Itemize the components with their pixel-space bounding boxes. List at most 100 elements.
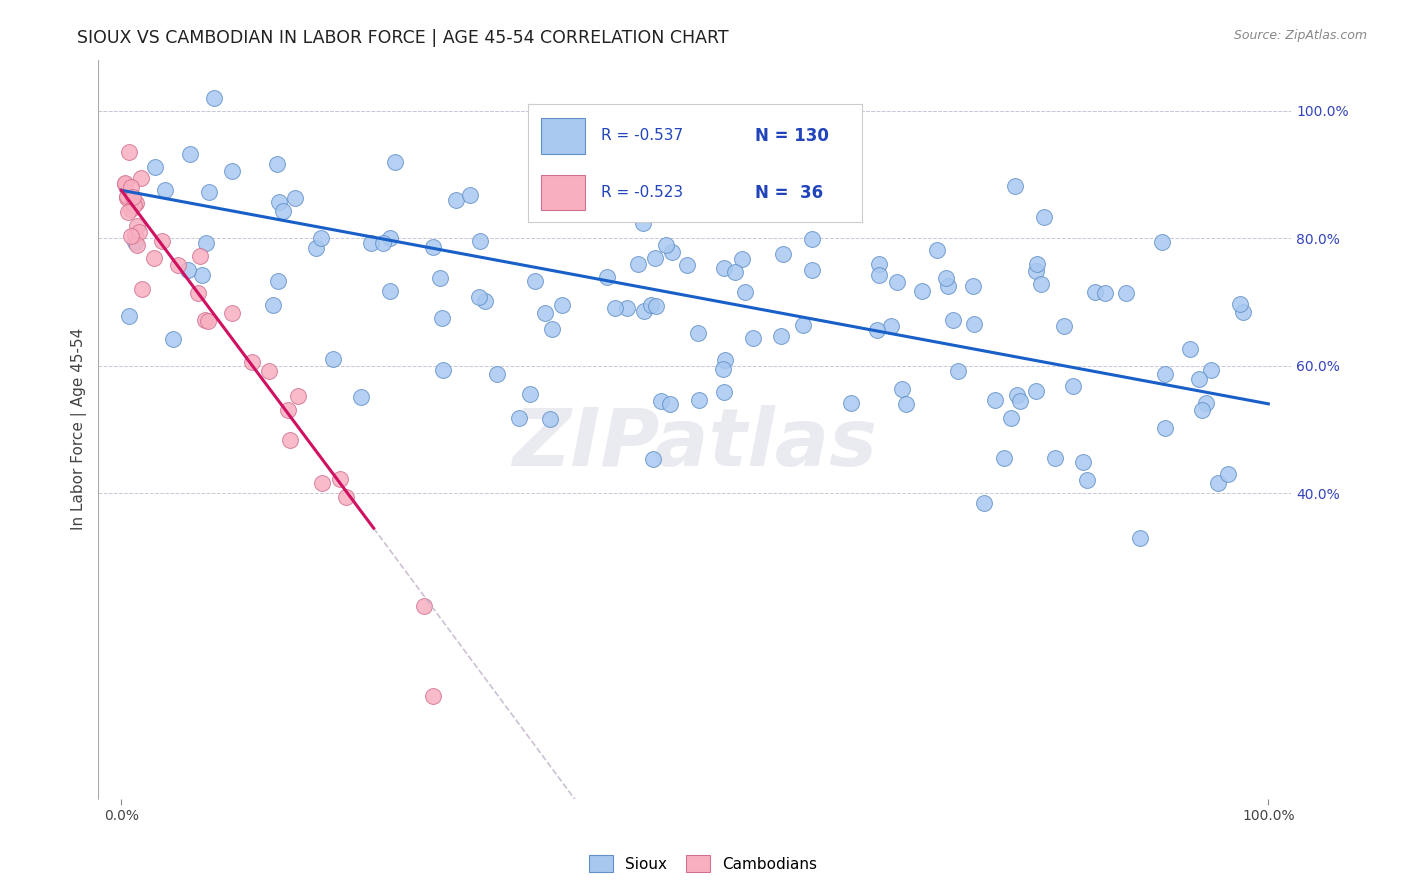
Point <box>655 238 678 252</box>
Point <box>1178 342 1201 356</box>
Point <box>724 265 747 279</box>
Point <box>1029 277 1052 291</box>
Point <box>640 298 662 312</box>
Point <box>430 311 453 326</box>
Point <box>810 169 832 184</box>
Point <box>742 331 765 345</box>
Point <box>1232 304 1254 318</box>
Point <box>935 271 957 285</box>
Point <box>644 299 666 313</box>
Point <box>120 229 142 244</box>
Point <box>120 180 142 194</box>
Point <box>714 353 737 368</box>
Point <box>541 322 564 336</box>
Point <box>378 285 401 299</box>
Point <box>131 170 153 185</box>
Point <box>360 235 382 250</box>
Point <box>644 251 666 265</box>
Point <box>1025 384 1047 398</box>
Point <box>984 393 1007 408</box>
Point <box>641 452 664 467</box>
Point <box>197 313 219 327</box>
Point <box>1154 367 1177 381</box>
Point <box>1218 467 1240 482</box>
Point <box>1005 388 1028 402</box>
Point <box>124 228 146 243</box>
Point <box>616 301 638 316</box>
Point <box>335 491 357 505</box>
Y-axis label: In Labor Force | Age 45-54: In Labor Force | Age 45-54 <box>72 328 87 531</box>
Point <box>221 164 243 178</box>
Point <box>1084 285 1107 299</box>
Point <box>322 351 344 366</box>
Point <box>266 157 288 171</box>
Point <box>309 231 332 245</box>
Point <box>267 195 290 210</box>
Point <box>350 390 373 404</box>
Point <box>1201 362 1223 376</box>
Point <box>198 185 221 199</box>
Point <box>800 262 823 277</box>
Point <box>631 216 654 230</box>
Point <box>122 190 145 204</box>
Point <box>422 690 444 704</box>
Point <box>633 304 655 318</box>
Point <box>686 326 709 340</box>
Point <box>120 202 142 217</box>
Point <box>458 187 481 202</box>
Point <box>993 450 1015 465</box>
Point <box>868 257 890 271</box>
Point <box>280 433 302 447</box>
Point <box>1033 211 1056 225</box>
Point <box>963 317 986 331</box>
Point <box>962 279 984 293</box>
Point <box>533 306 555 320</box>
Point <box>661 244 683 259</box>
Point <box>191 268 214 283</box>
Point <box>155 184 177 198</box>
Point <box>1094 285 1116 300</box>
Point <box>866 323 889 337</box>
Point <box>605 301 627 316</box>
Point <box>305 241 328 255</box>
Point <box>125 238 148 252</box>
Point <box>676 258 699 272</box>
Point <box>131 282 153 296</box>
Point <box>432 362 454 376</box>
Point <box>551 298 574 312</box>
Point <box>179 147 201 161</box>
Point <box>596 270 619 285</box>
Point <box>221 306 243 320</box>
Point <box>946 364 969 378</box>
Point <box>1153 420 1175 434</box>
Point <box>468 290 491 304</box>
Point <box>1206 476 1229 491</box>
Point <box>329 472 352 486</box>
Point <box>1129 531 1152 545</box>
Point <box>925 243 948 257</box>
Point <box>474 293 496 308</box>
Point <box>1025 257 1047 271</box>
Point <box>1043 451 1066 466</box>
Point <box>1191 403 1213 417</box>
Point <box>162 333 184 347</box>
Point <box>1000 411 1022 425</box>
Point <box>650 394 672 409</box>
Point <box>257 364 280 378</box>
Point <box>1150 235 1173 249</box>
Point <box>688 392 710 407</box>
Point <box>486 367 509 381</box>
Point <box>519 386 541 401</box>
Point <box>1008 393 1031 408</box>
Point <box>868 268 890 282</box>
Point <box>523 275 546 289</box>
Point <box>202 91 225 105</box>
Point <box>589 119 612 133</box>
Point <box>910 284 932 298</box>
Point <box>671 186 693 201</box>
Point <box>801 232 824 246</box>
Text: Source: ZipAtlas.com: Source: ZipAtlas.com <box>1233 29 1367 42</box>
Point <box>115 191 138 205</box>
Text: ZIPatlas: ZIPatlas <box>512 405 877 483</box>
Point <box>1053 319 1076 334</box>
